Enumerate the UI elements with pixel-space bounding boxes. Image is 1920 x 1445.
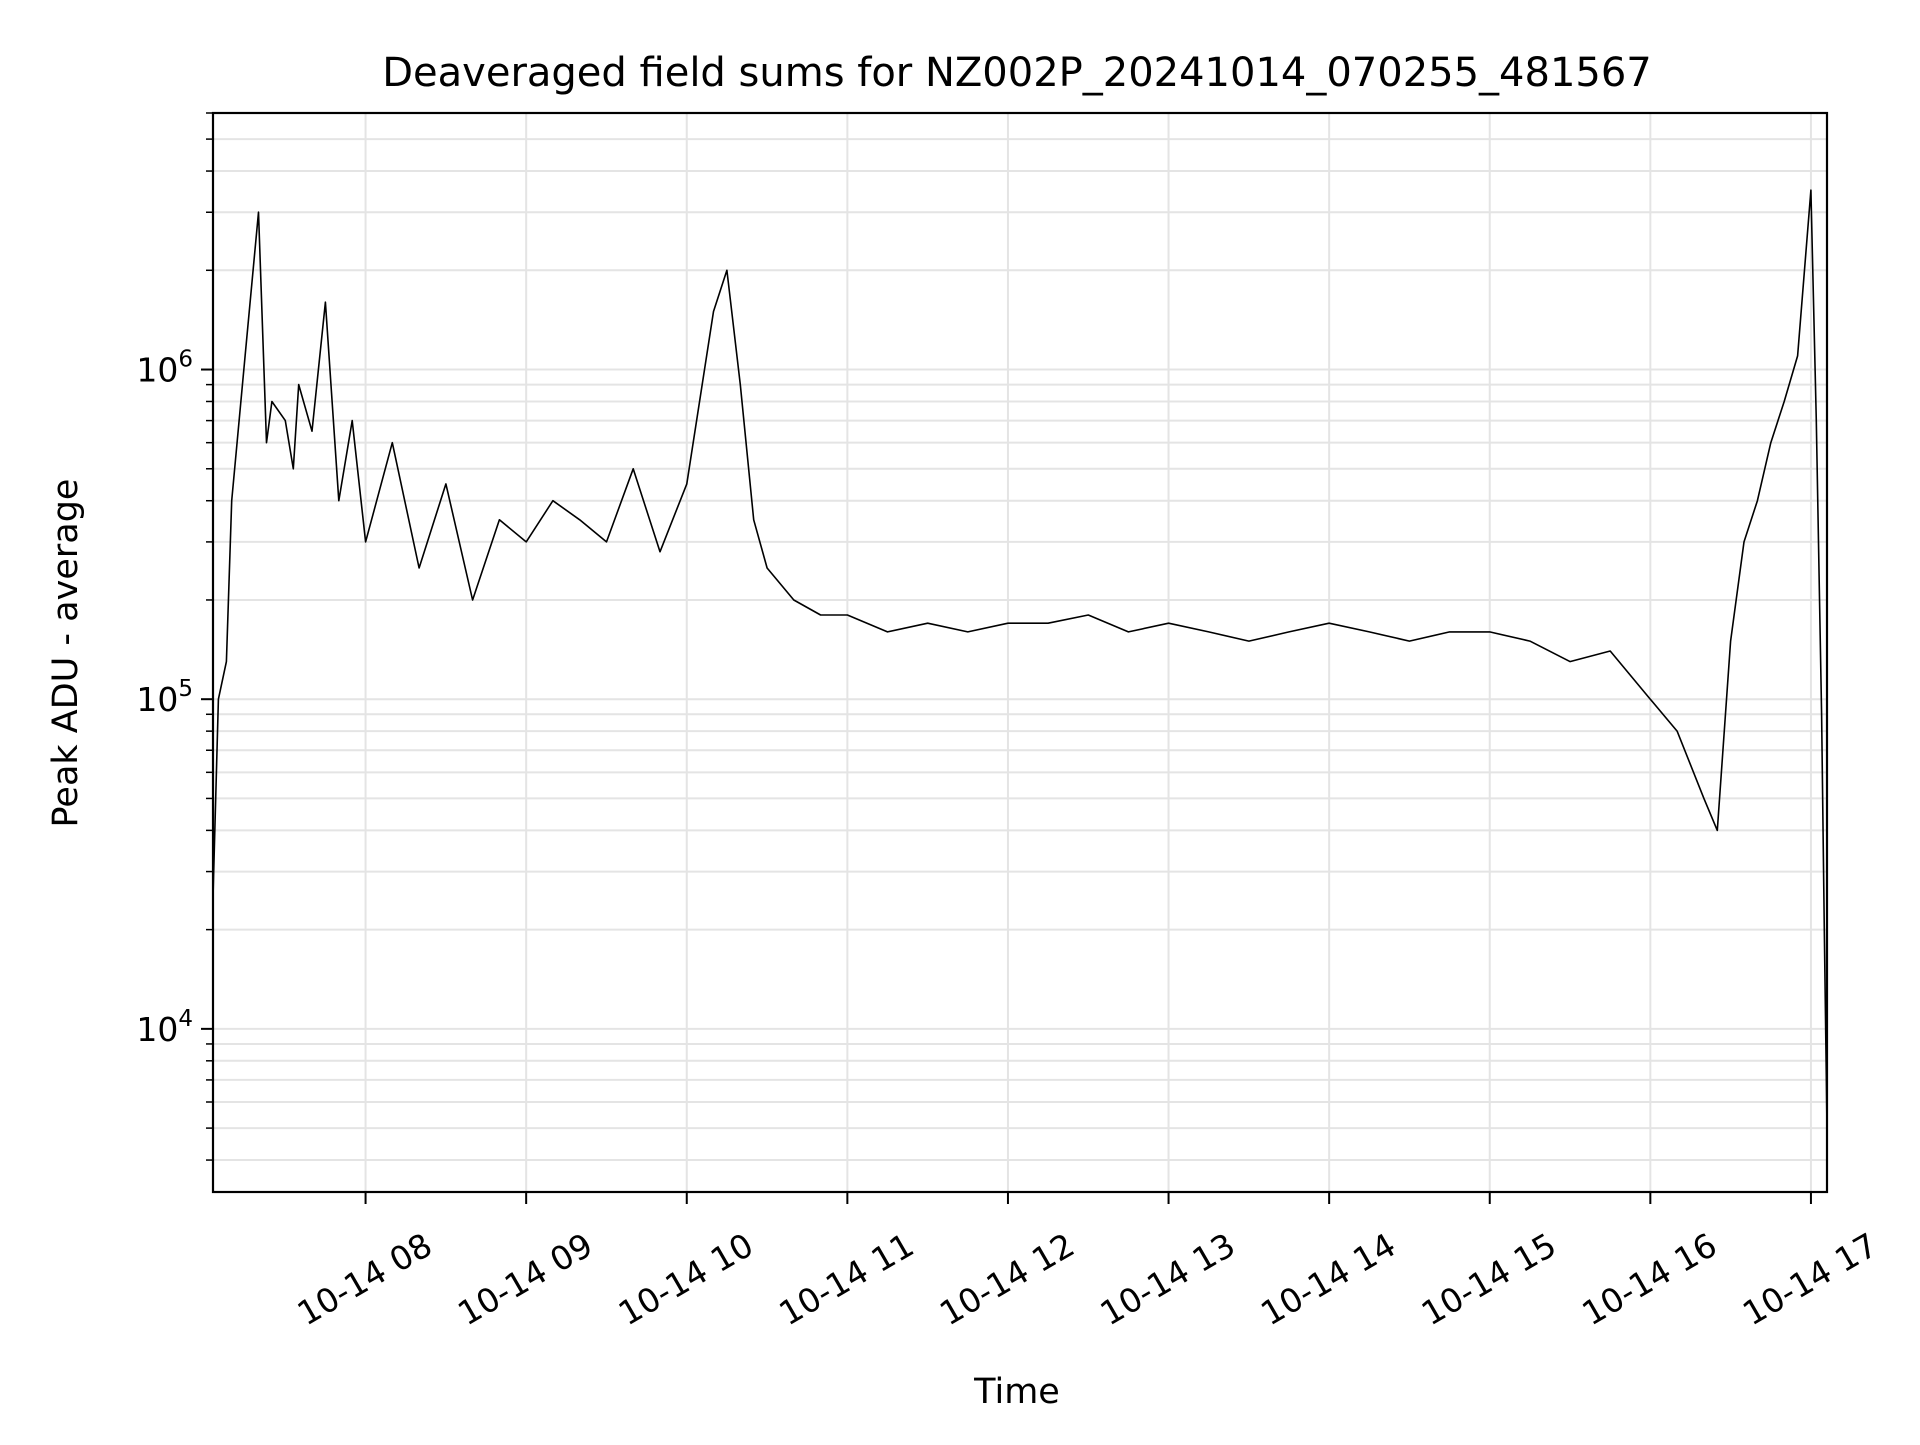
data-series-line xyxy=(212,189,1828,1129)
y-tick-label: 105 xyxy=(136,676,193,719)
chart-title: Deaveraged field sums for NZ002P_2024101… xyxy=(382,50,1652,96)
plot-frame xyxy=(211,111,1829,1194)
x-axis-label: Time xyxy=(973,1372,1060,1412)
y-axis-label: Peak ADU - average xyxy=(46,479,86,828)
y-tick-label: 106 xyxy=(136,347,193,390)
y-tick-label: 104 xyxy=(136,1006,193,1049)
